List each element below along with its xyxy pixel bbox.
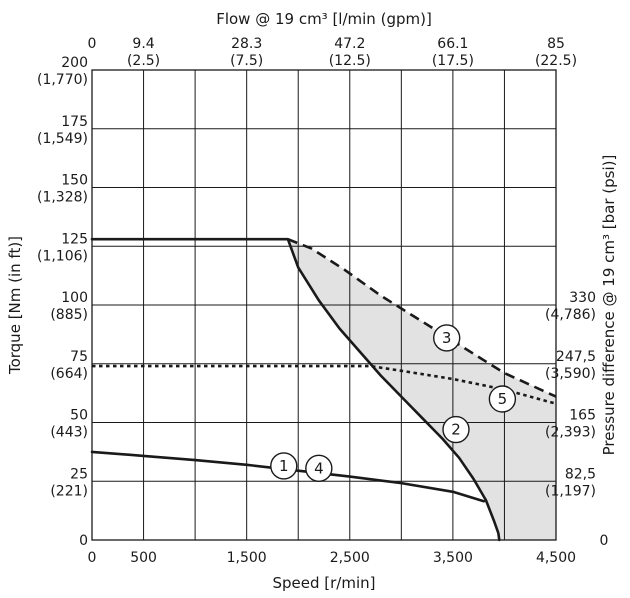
right-tick-sublabel: (2,393) [545, 425, 596, 441]
y-tick-label: 25 [70, 466, 88, 482]
y-tick-label: 75 [70, 349, 88, 365]
top-tick-label: 0 [88, 36, 97, 52]
callout-circle [270, 452, 298, 480]
x-tick-label: 1,500 [227, 550, 267, 566]
shaded-operating-region [287, 239, 556, 540]
y-tick-sublabel: (1,106) [37, 248, 88, 264]
right-tick-label: 165 [569, 408, 596, 424]
y-tick-label: 150 [61, 173, 88, 189]
y-tick-sublabel: (221) [50, 483, 88, 499]
callout-2: 2 [442, 415, 470, 444]
y-tick-label: 0 [79, 533, 88, 549]
y-tick-sublabel: (443) [50, 425, 88, 441]
top-tick-sublabel: (2.5) [127, 53, 160, 69]
callout-circle [305, 454, 333, 483]
callout-label: 2 [451, 421, 461, 439]
right-tick-label: 330 [569, 290, 596, 306]
right-tick-label: 0 [600, 533, 609, 549]
top-tick-sublabel: (7.5) [230, 53, 263, 69]
y-tick-label: 175 [61, 114, 88, 130]
y-tick-label: 200 [61, 55, 88, 71]
y-tick-sublabel: (664) [50, 366, 88, 382]
right-tick-sublabel: (4,786) [545, 307, 596, 323]
callout-label: 5 [498, 390, 508, 408]
y-axis-title: Torque [Nm (in ft)] [6, 236, 24, 375]
right-tick-label: 82,5 [565, 466, 596, 482]
callout-5: 5 [488, 385, 517, 413]
top-tick-sublabel: (17.5) [432, 53, 474, 69]
y-tick-label: 50 [70, 408, 88, 424]
top-tick-sublabel: (22.5) [535, 53, 577, 69]
series-line-1 [90, 450, 486, 503]
top-axis-title: Flow @ 19 cm³ [l/min (gpm)] [216, 10, 432, 28]
x-tick-label: 4,500 [536, 550, 576, 566]
callout-label: 3 [442, 329, 452, 347]
callout-circle [488, 385, 517, 413]
right-tick-sublabel: (3,590) [545, 366, 596, 382]
x-tick-label: 3,500 [433, 550, 473, 566]
plot-frame [91, 69, 557, 541]
x-tick-label: 500 [130, 550, 157, 566]
top-tick-label: 9.4 [132, 36, 154, 52]
y-tick-label: 125 [61, 231, 88, 247]
callout-label: 4 [314, 459, 324, 477]
callout-1: 1 [270, 452, 298, 480]
callout-label: 1 [279, 457, 289, 475]
callout-layer: 1 4 2 3 5 [270, 324, 517, 483]
y-tick-sublabel: (1,549) [37, 131, 88, 147]
y-tick-sublabel: (1,328) [37, 190, 88, 206]
callout-4: 4 [305, 454, 333, 483]
right-tick-sublabel: (1,197) [545, 483, 596, 499]
series-line-3 [287, 237, 557, 398]
top-tick-label: 85 [547, 36, 565, 52]
callout-circle [433, 324, 461, 352]
series-line-2 [90, 237, 501, 542]
right-tick-label: 247,5 [556, 349, 596, 365]
y-tick-sublabel: (1,770) [37, 72, 88, 88]
callout-circle [442, 415, 470, 444]
x-tick-label: 2,500 [330, 550, 370, 566]
x-axis-title: Speed [r/min] [272, 574, 375, 592]
top-tick-label: 47.2 [334, 36, 365, 52]
top-tick-label: 28.3 [231, 36, 262, 52]
top-tick-sublabel: (12.5) [329, 53, 371, 69]
y-tick-label: 100 [61, 290, 88, 306]
y-tick-sublabel: (885) [50, 307, 88, 323]
shaded-region-layer [287, 239, 556, 540]
top-tick-label: 66.1 [437, 36, 468, 52]
x-tick-label: 0 [88, 550, 97, 566]
callout-3: 3 [433, 324, 461, 352]
right-axis-title: Pressure difference @ 19 cm³ [bar (psi)] [600, 155, 618, 456]
